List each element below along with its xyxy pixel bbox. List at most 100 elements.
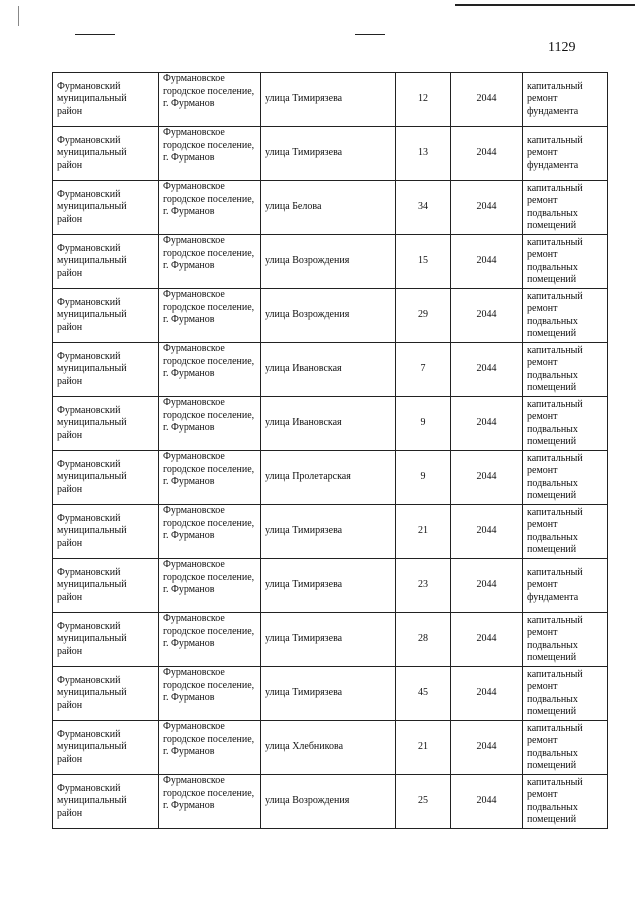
- year-cell: 2044: [450, 234, 523, 289]
- work-type-cell: капитальный ремонт подвальных помещений: [522, 180, 608, 235]
- year-cell: 2044: [450, 666, 523, 721]
- house-number-cell: 23: [395, 558, 451, 613]
- street-cell: улица Ивановская: [260, 342, 396, 397]
- table-row: Фурмановский муниципальный район Фурманов…: [52, 558, 608, 613]
- scan-mark: [18, 6, 19, 26]
- district-cell: Фурмановский муниципальный район: [52, 612, 159, 667]
- house-number-cell: 34: [395, 180, 451, 235]
- district-cell: Фурмановский муниципальный район: [52, 288, 159, 343]
- house-number-cell: 29: [395, 288, 451, 343]
- district-cell: Фурмановский муниципальный район: [52, 180, 159, 235]
- district-cell: Фурмановский муниципальный район: [52, 126, 159, 181]
- street-cell: улица Белова: [260, 180, 396, 235]
- table-row: Фурмановский муниципальный район Фурманов…: [52, 450, 608, 505]
- year-cell: 2044: [450, 774, 523, 829]
- table-row: Фурмановский муниципальный район Фурманов…: [52, 396, 608, 451]
- house-number-cell: 9: [395, 450, 451, 505]
- repair-schedule-table: Фурмановский муниципальный район Фурманов…: [52, 72, 608, 829]
- work-type-cell: капитальный ремонт фундамента: [522, 126, 608, 181]
- district-cell: Фурмановский муниципальный район: [52, 450, 159, 505]
- settlement-cell: Фурмановское городское поселение, г. Фур…: [158, 396, 261, 451]
- district-cell: Фурмановский муниципальный район: [52, 396, 159, 451]
- district-cell: Фурмановский муниципальный район: [52, 558, 159, 613]
- street-cell: улица Возрождения: [260, 288, 396, 343]
- district-cell: Фурмановский муниципальный район: [52, 774, 159, 829]
- table-row: Фурмановский муниципальный район Фурманов…: [52, 126, 608, 181]
- street-cell: улица Ивановская: [260, 396, 396, 451]
- year-cell: 2044: [450, 720, 523, 775]
- year-cell: 2044: [450, 72, 523, 127]
- table-row: Фурмановский муниципальный район Фурманов…: [52, 72, 608, 127]
- street-cell: улица Возрождения: [260, 774, 396, 829]
- work-type-cell: капитальный ремонт подвальных помещений: [522, 720, 608, 775]
- work-type-cell: капитальный ремонт подвальных помещений: [522, 396, 608, 451]
- house-number-cell: 21: [395, 504, 451, 559]
- street-cell: улица Пролетарская: [260, 450, 396, 505]
- table-row: Фурмановский муниципальный район Фурманов…: [52, 234, 608, 289]
- table-row: Фурмановский муниципальный район Фурманов…: [52, 774, 608, 829]
- street-cell: улица Тимирязева: [260, 558, 396, 613]
- settlement-cell: Фурмановское городское поселение, г. Фур…: [158, 72, 261, 127]
- year-cell: 2044: [450, 288, 523, 343]
- house-number-cell: 12: [395, 72, 451, 127]
- district-cell: Фурмановский муниципальный район: [52, 342, 159, 397]
- table-row: Фурмановский муниципальный район Фурманов…: [52, 288, 608, 343]
- table-row: Фурмановский муниципальный район Фурманов…: [52, 180, 608, 235]
- settlement-cell: Фурмановское городское поселение, г. Фур…: [158, 666, 261, 721]
- settlement-cell: Фурмановское городское поселение, г. Фур…: [158, 288, 261, 343]
- scan-mark: [355, 34, 385, 35]
- house-number-cell: 9: [395, 396, 451, 451]
- year-cell: 2044: [450, 612, 523, 667]
- settlement-cell: Фурмановское городское поселение, г. Фур…: [158, 126, 261, 181]
- work-type-cell: капитальный ремонт подвальных помещений: [522, 612, 608, 667]
- house-number-cell: 28: [395, 612, 451, 667]
- house-number-cell: 21: [395, 720, 451, 775]
- table-row: Фурмановский муниципальный район Фурманов…: [52, 666, 608, 721]
- settlement-cell: Фурмановское городское поселение, г. Фур…: [158, 558, 261, 613]
- scan-mark: [75, 34, 115, 35]
- settlement-cell: Фурмановское городское поселение, г. Фур…: [158, 180, 261, 235]
- page-number: 1129: [548, 40, 576, 55]
- settlement-cell: Фурмановское городское поселение, г. Фур…: [158, 234, 261, 289]
- street-cell: улица Хлебникова: [260, 720, 396, 775]
- settlement-cell: Фурмановское городское поселение, г. Фур…: [158, 342, 261, 397]
- year-cell: 2044: [450, 450, 523, 505]
- street-cell: улица Возрождения: [260, 234, 396, 289]
- house-number-cell: 7: [395, 342, 451, 397]
- year-cell: 2044: [450, 396, 523, 451]
- settlement-cell: Фурмановское городское поселение, г. Фур…: [158, 720, 261, 775]
- work-type-cell: капитальный ремонт подвальных помещений: [522, 450, 608, 505]
- work-type-cell: капитальный ремонт фундамента: [522, 72, 608, 127]
- work-type-cell: капитальный ремонт подвальных помещений: [522, 342, 608, 397]
- street-cell: улица Тимирязева: [260, 612, 396, 667]
- work-type-cell: капитальный ремонт подвальных помещений: [522, 504, 608, 559]
- street-cell: улица Тимирязева: [260, 126, 396, 181]
- settlement-cell: Фурмановское городское поселение, г. Фур…: [158, 612, 261, 667]
- district-cell: Фурмановский муниципальный район: [52, 666, 159, 721]
- scan-mark: [455, 4, 635, 6]
- district-cell: Фурмановский муниципальный район: [52, 720, 159, 775]
- work-type-cell: капитальный ремонт подвальных помещений: [522, 288, 608, 343]
- settlement-cell: Фурмановское городское поселение, г. Фур…: [158, 504, 261, 559]
- year-cell: 2044: [450, 126, 523, 181]
- street-cell: улица Тимирязева: [260, 666, 396, 721]
- house-number-cell: 45: [395, 666, 451, 721]
- year-cell: 2044: [450, 180, 523, 235]
- work-type-cell: капитальный ремонт подвальных помещений: [522, 666, 608, 721]
- district-cell: Фурмановский муниципальный район: [52, 504, 159, 559]
- work-type-cell: капитальный ремонт подвальных помещений: [522, 774, 608, 829]
- house-number-cell: 15: [395, 234, 451, 289]
- table-row: Фурмановский муниципальный район Фурманов…: [52, 504, 608, 559]
- year-cell: 2044: [450, 342, 523, 397]
- table-row: Фурмановский муниципальный район Фурманов…: [52, 720, 608, 775]
- district-cell: Фурмановский муниципальный район: [52, 234, 159, 289]
- settlement-cell: Фурмановское городское поселение, г. Фур…: [158, 774, 261, 829]
- year-cell: 2044: [450, 558, 523, 613]
- year-cell: 2044: [450, 504, 523, 559]
- street-cell: улица Тимирязева: [260, 504, 396, 559]
- house-number-cell: 13: [395, 126, 451, 181]
- work-type-cell: капитальный ремонт подвальных помещений: [522, 234, 608, 289]
- district-cell: Фурмановский муниципальный район: [52, 72, 159, 127]
- table-row: Фурмановский муниципальный район Фурманов…: [52, 612, 608, 667]
- table-row: Фурмановский муниципальный район Фурманов…: [52, 342, 608, 397]
